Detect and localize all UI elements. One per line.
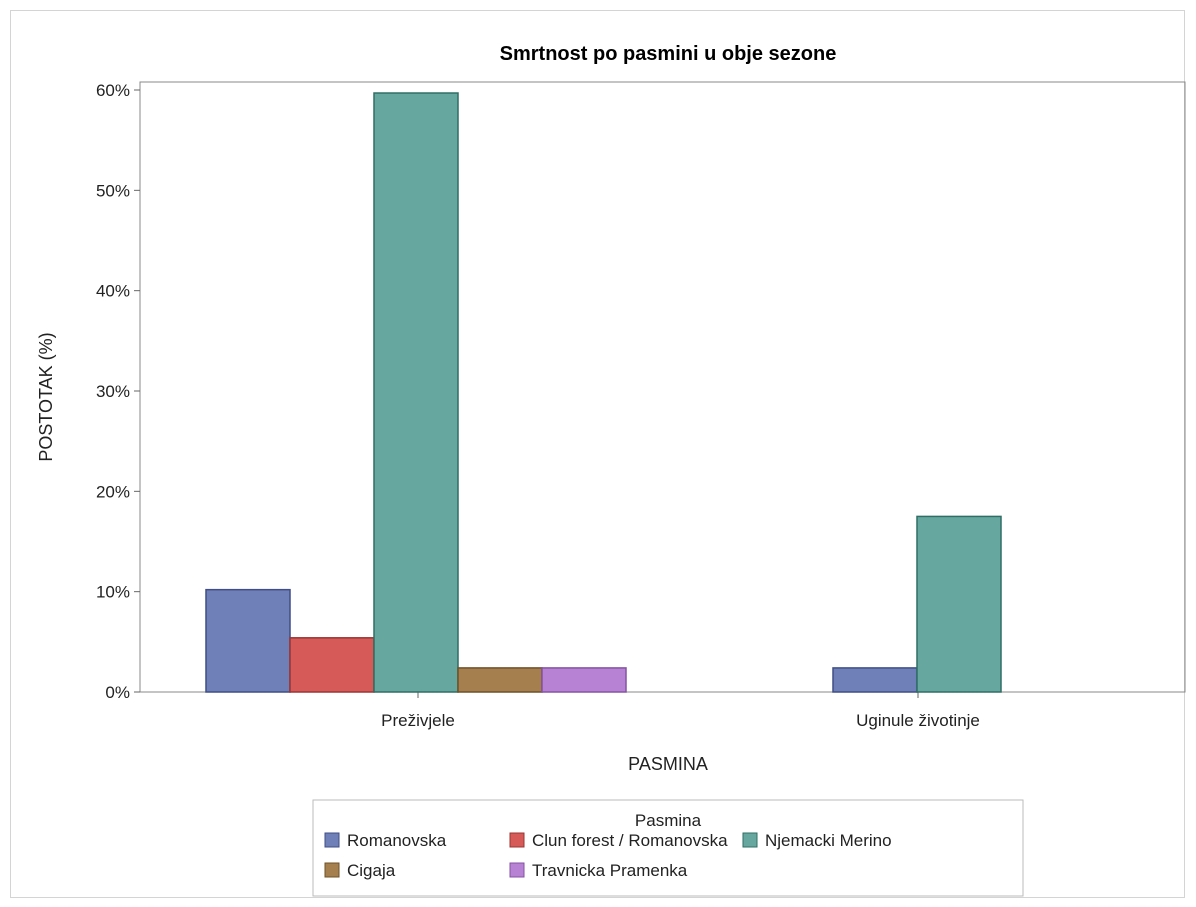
x-tick-label: Preživjele xyxy=(381,711,455,730)
legend-title: Pasmina xyxy=(635,811,702,830)
bar-njemacki-merino-1 xyxy=(916,515,1002,693)
legend-swatch xyxy=(742,832,758,848)
y-tick-label: 50% xyxy=(96,181,130,200)
x-axis-label: PASMINA xyxy=(628,754,708,774)
y-tick-label: 40% xyxy=(96,282,130,301)
legend-label: Njemacki Merino xyxy=(765,831,892,850)
legend-swatch xyxy=(509,832,525,848)
chart-frame xyxy=(10,10,1185,898)
bars xyxy=(205,92,1002,693)
plot-area xyxy=(139,81,1186,693)
y-tick-label: 0% xyxy=(105,683,130,702)
bar-travnicka-pramenka-0 xyxy=(541,667,627,693)
bar-cigaja-0 xyxy=(457,667,543,693)
y-tick-label: 20% xyxy=(96,482,130,501)
legend-swatch xyxy=(324,832,340,848)
y-tick-label: 30% xyxy=(96,382,130,401)
legend-box xyxy=(312,799,1024,897)
legend: Pasmina Romanovska Clun forest / Romanovs… xyxy=(312,799,1024,897)
legend-label: Travnicka Pramenka xyxy=(532,861,688,880)
y-axis: 0% 10% 20% 30% 40% 50% 60% xyxy=(96,81,140,702)
legend-label: Cigaja xyxy=(347,861,396,880)
y-tick-label: 60% xyxy=(96,81,130,100)
chart-title: Smrtnost po pasmini u obje sezone xyxy=(500,43,837,65)
legend-swatch xyxy=(324,862,340,878)
legend-label: Romanovska xyxy=(347,831,447,850)
x-axis: Preživjele Uginule životinje xyxy=(381,692,980,730)
x-tick-label: Uginule životinje xyxy=(856,711,980,730)
bar-romanovska-0 xyxy=(205,588,291,693)
legend-label: Clun forest / Romanovska xyxy=(532,831,728,850)
y-tick-label: 10% xyxy=(96,583,130,602)
legend-swatch xyxy=(509,862,525,878)
bar-njemacki-merino-0 xyxy=(373,92,459,693)
bar-romanovska-1 xyxy=(832,667,918,693)
y-axis-label: POSTOTAK (%) xyxy=(36,332,56,461)
bar-clun-forest-romanovska-0 xyxy=(289,637,375,693)
